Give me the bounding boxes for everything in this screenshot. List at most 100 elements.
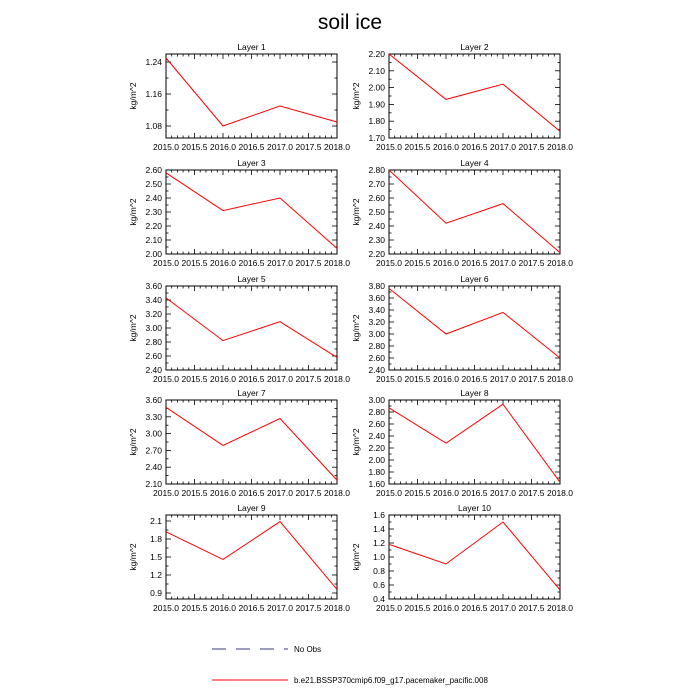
layer-5-ytick-label: 2.40 (145, 365, 162, 375)
layer-9-xtick-label: 2017.5 (296, 603, 322, 613)
layer-6-ytick-label: 2.40 (368, 365, 385, 375)
layer-5-ytick-label: 2.80 (145, 337, 162, 347)
layer-6-ytick-label: 3.60 (368, 293, 385, 303)
layer-4-title: Layer 4 (460, 158, 489, 168)
layer-1-xtick-label: 2018.0 (324, 142, 350, 152)
layer-8-plot-frame (388, 399, 561, 485)
layer-4-xtick-label: 2017.5 (519, 258, 545, 268)
layer-8-title: Layer 8 (460, 388, 489, 398)
layer-3-xtick-label: 2017.0 (267, 258, 293, 268)
layer-10-ytick-label: 0.6 (373, 580, 385, 590)
layer-3-ytick-label: 2.20 (145, 221, 162, 231)
layer-10-xtick-label: 2015.0 (376, 603, 402, 613)
layer-7-ytick-label: 3.30 (145, 412, 162, 422)
layer-7-ytick-label: 3.60 (145, 395, 162, 405)
layer-1-xtick-label: 2017.0 (267, 142, 293, 152)
layer-3-xtick-label: 2016.0 (210, 258, 236, 268)
layer-3-ytick-label: 2.10 (145, 235, 162, 245)
layer-3-ytick-label: 2.00 (145, 249, 162, 259)
layer-6-ytick-label: 2.80 (368, 341, 385, 351)
layer-6-ytick-label: 3.00 (368, 329, 385, 339)
layer-10-title: Layer 10 (458, 503, 491, 513)
layer-5-xtick-label: 2015.0 (153, 374, 179, 384)
layer-10-series-line (388, 521, 561, 591)
layer-9-title: Layer 9 (237, 503, 266, 513)
layer-9-xtick-label: 2016.0 (210, 603, 236, 613)
layer-8-xtick-label: 2018.0 (547, 488, 573, 498)
layer-6-ytick-label: 3.40 (368, 305, 385, 315)
layer-1-series-line (165, 57, 338, 127)
layer-9-ytick-label: 2.1 (150, 516, 162, 526)
layer-8-ylabel: kg/m^2 (351, 428, 361, 455)
layer-2-ytick-label: 1.70 (368, 133, 385, 143)
legend-label-no-obs: No Obs (294, 645, 321, 654)
layer-9-xtick-label: 2017.0 (267, 603, 293, 613)
layer-2-ytick-label: 2.10 (368, 66, 385, 76)
layer-4-ytick-label: 2.40 (368, 221, 385, 231)
layer-8-xtick-label: 2016.0 (433, 488, 459, 498)
layer-4-ytick-label: 2.30 (368, 235, 385, 245)
layer-10-plot-frame (388, 514, 561, 600)
layer-10-xtick-label: 2016.0 (433, 603, 459, 613)
layer-10-ytick-label: 0.8 (373, 566, 385, 576)
layer-4-ytick-label: 2.50 (368, 207, 385, 217)
layer-1-title: Layer 1 (237, 42, 266, 52)
layer-7-xtick-label: 2017.5 (296, 488, 322, 498)
layer-10-ytick-label: 1.6 (373, 510, 385, 520)
layer-7-xtick-label: 2016.0 (210, 488, 236, 498)
layer-6-xtick-label: 2016.0 (433, 374, 459, 384)
layer-7-title: Layer 7 (237, 388, 266, 398)
layer-2-xtick-label: 2015.0 (376, 142, 402, 152)
layer-9-xtick-label: 2015.5 (182, 603, 208, 613)
layer-7-xtick-label: 2015.5 (182, 488, 208, 498)
layer-10-xtick-label: 2017.5 (519, 603, 545, 613)
layer-5-xtick-label: 2015.5 (182, 374, 208, 384)
layer-5-ytick-label: 3.20 (145, 309, 162, 319)
layer-7-series-line (165, 406, 338, 481)
layer-2-ylabel: kg/m^2 (351, 82, 361, 109)
layer-8-xtick-label: 2017.5 (519, 488, 545, 498)
layer-9-ytick-label: 0.9 (150, 588, 162, 598)
layer-4-xtick-label: 2015.5 (405, 258, 431, 268)
layer-4-xtick-label: 2015.0 (376, 258, 402, 268)
layer-9-ytick-label: 1.5 (150, 552, 162, 562)
layer-9-xtick-label: 2016.5 (239, 603, 265, 613)
layer-5-ytick-label: 3.60 (145, 281, 162, 291)
layer-7-xtick-label: 2015.0 (153, 488, 179, 498)
layer-3-series-line (165, 172, 338, 249)
layer-9-xtick-label: 2018.0 (324, 603, 350, 613)
layer-6-ylabel: kg/m^2 (351, 314, 361, 341)
layer-10-ylabel: kg/m^2 (351, 543, 361, 570)
layer-4-series-line (388, 169, 561, 253)
layer-1-plot-frame (165, 53, 338, 139)
layer-7-ytick-label: 2.40 (145, 462, 162, 472)
layer-1-ylabel: kg/m^2 (128, 82, 138, 109)
layer-10-xtick-label: 2015.5 (405, 603, 431, 613)
layer-2-title: Layer 2 (460, 42, 489, 52)
layer-6-plot-frame (388, 285, 561, 371)
layer-5-ytick-label: 3.40 (145, 295, 162, 305)
layer-4-ytick-label: 2.80 (368, 165, 385, 175)
layer-7-xtick-label: 2016.5 (239, 488, 265, 498)
layer-8-ytick-label: 3.00 (368, 395, 385, 405)
layer-1-xtick-label: 2015.5 (182, 142, 208, 152)
legend: No Obs b.e21.BSSP370cmip6.f09_g17.pacema… (212, 645, 488, 685)
layer-8-series-line (388, 403, 561, 483)
layer-10-ytick-label: 1.0 (373, 552, 385, 562)
layer-8-ytick-label: 1.60 (368, 479, 385, 489)
layer-2-xtick-label: 2017.0 (490, 142, 516, 152)
layer-6-ytick-label: 3.20 (368, 317, 385, 327)
layer-4-ytick-label: 2.70 (368, 179, 385, 189)
layer-5-xtick-label: 2017.0 (267, 374, 293, 384)
layer-9-xtick-label: 2015.0 (153, 603, 179, 613)
layer-2-xtick-label: 2016.0 (433, 142, 459, 152)
layer-5-xtick-label: 2016.5 (239, 374, 265, 384)
layer-3-xtick-label: 2016.5 (239, 258, 265, 268)
